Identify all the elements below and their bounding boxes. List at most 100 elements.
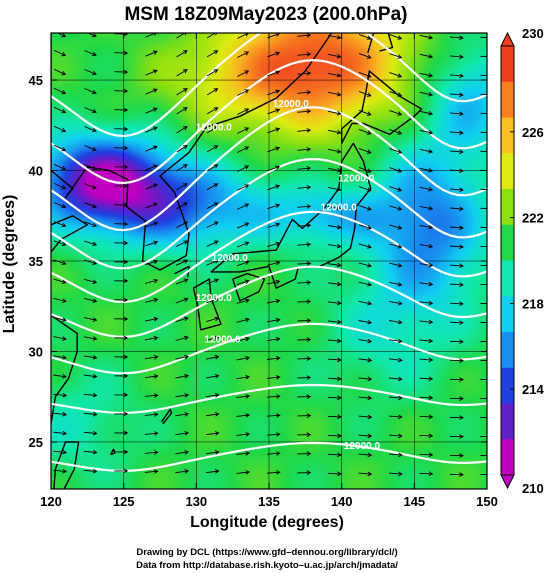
wind-arrow [327,414,342,420]
wind-arrow [328,91,342,97]
wind-arrow [327,395,342,401]
wind-arrow [114,297,129,303]
x-tick-label: 125 [113,494,135,509]
wind-arrow [449,225,464,231]
wind-arrow [297,109,312,114]
wind-arrow [388,414,403,420]
wind-arrow [358,414,373,420]
wind-arrow [389,300,403,306]
plot-area: 12000.0 12000.0 12000.0 12000.0 12000.0 12000… [51,33,487,489]
wind-arrow [114,145,129,151]
wind-arrow [419,357,434,363]
wind-arrow [480,74,487,76]
wind-arrow [358,33,372,40]
wind-arrow [358,109,372,116]
colorbar-swatch [501,117,514,154]
wind-arrow [145,221,159,228]
wind-arrow [114,468,129,474]
wind-arrow [144,431,159,436]
contour-line [51,106,487,232]
wind-arrow [83,468,98,474]
wind-arrow [84,183,97,190]
x-tick-label: 135 [258,494,280,509]
wind-arrow [389,129,403,135]
wind-arrow [237,33,249,39]
wind-arrow [297,33,312,38]
wind-arrow [267,203,281,210]
wind-arrow [389,262,403,268]
colorbar-swatch [501,260,514,297]
wind-arrow [297,204,312,209]
wind-arrow [358,262,373,268]
wind-arrow [145,164,158,171]
x-tick-label: 145 [403,494,425,509]
wind-arrow [206,50,219,58]
wind-arrow [266,317,281,323]
y-tick-label: 35 [29,254,43,269]
wind-arrow [83,449,98,455]
wind-arrow [236,317,250,323]
wind-arrow [114,316,129,322]
colorbar-swatch [501,367,514,404]
wind-arrow [449,35,464,41]
wind-arrow [480,455,487,457]
wind-arrow [480,379,487,381]
y-axis-label: Latitude (degrees) [1,195,18,334]
wind-arrow [205,393,220,398]
wind-arrow [297,90,312,95]
wind-arrow [480,36,487,38]
wind-arrow [480,188,487,190]
coastline-segment [51,215,88,253]
wind-arrow [237,70,250,77]
wind-arrow [449,301,464,307]
wind-arrow [145,88,158,95]
wind-arrow [449,396,464,401]
wind-arrow [206,240,219,247]
wind-arrow [327,224,342,230]
wind-arrow [297,432,312,437]
wind-arrow [297,52,312,57]
wind-arrow [297,261,312,266]
wind-arrow [449,453,464,458]
wind-arrow [83,297,98,303]
wind-arrow [236,298,250,304]
wind-arrow [449,187,464,193]
wind-arrow [328,110,342,116]
wind-arrow [176,164,188,172]
wind-arrow [358,186,372,192]
wind-arrow [236,394,251,399]
wind-arrow [83,411,98,417]
wind-streamlines [53,33,487,477]
wind-arrow [328,186,342,192]
wind-arrow [297,185,312,190]
wind-arrow [145,145,158,152]
wind-arrow [175,297,189,304]
colorbar-tick-label: 226 [522,125,544,140]
wind-arrow [176,240,189,247]
colorbar-swatch [501,153,514,190]
wind-arrow [175,412,190,417]
wind-arrow [206,221,219,228]
wind-arrow [480,398,487,400]
wind-arrow [358,281,373,287]
wind-arrow [419,72,434,78]
wind-arrow [419,338,434,344]
wind-arrow [175,259,189,266]
wind-arrow [388,357,403,363]
wind-arrow [237,108,250,115]
contour-label: 12000.0 [196,293,233,304]
wind-arrow [145,69,158,76]
wind-arrow [297,147,312,152]
wind-arrow [328,148,342,154]
wind-arrow [145,107,158,114]
wind-arrow [176,33,187,39]
wind-arrow [175,278,189,285]
wind-arrow [419,167,434,173]
wind-arrow [56,33,67,38]
wind-arrow [236,470,251,475]
wind-arrow [327,452,342,458]
colorbar-swatch [501,81,514,118]
contour-line [51,322,487,375]
wind-arrow [236,336,251,342]
wind-arrow [206,278,220,285]
